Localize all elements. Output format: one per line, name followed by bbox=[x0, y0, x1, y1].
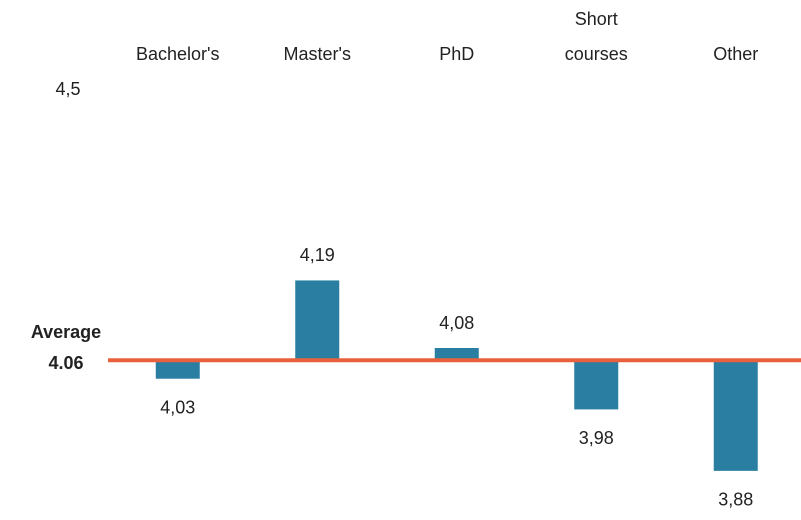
x-tick-label: Bachelor's bbox=[136, 44, 219, 64]
x-tick-label: Master's bbox=[284, 44, 351, 64]
bar bbox=[155, 360, 200, 379]
x-tick-label: Short courses bbox=[565, 9, 628, 64]
value-label: 3,98 bbox=[579, 428, 614, 448]
value-label: 4,03 bbox=[160, 397, 195, 417]
bar bbox=[434, 348, 479, 361]
bar bbox=[713, 360, 758, 471]
x-tick-label: PhD bbox=[439, 44, 474, 64]
reference-label: Average bbox=[31, 322, 101, 342]
reference-value: 4.06 bbox=[48, 353, 83, 373]
value-label: 3,88 bbox=[718, 490, 753, 510]
y-tick-label: 4,5 bbox=[55, 79, 80, 99]
bar bbox=[574, 360, 619, 410]
value-label: 4,08 bbox=[439, 313, 474, 333]
value-label: 4,19 bbox=[300, 245, 335, 265]
bar bbox=[295, 280, 340, 361]
x-tick-label: Other bbox=[713, 44, 758, 64]
